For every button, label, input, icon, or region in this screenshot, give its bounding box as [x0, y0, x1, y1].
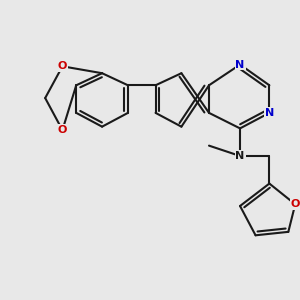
Text: O: O [290, 199, 300, 209]
Text: N: N [265, 108, 274, 118]
Text: O: O [58, 61, 67, 71]
Text: N: N [236, 151, 245, 161]
Text: O: O [58, 125, 67, 135]
Text: N: N [236, 60, 245, 70]
